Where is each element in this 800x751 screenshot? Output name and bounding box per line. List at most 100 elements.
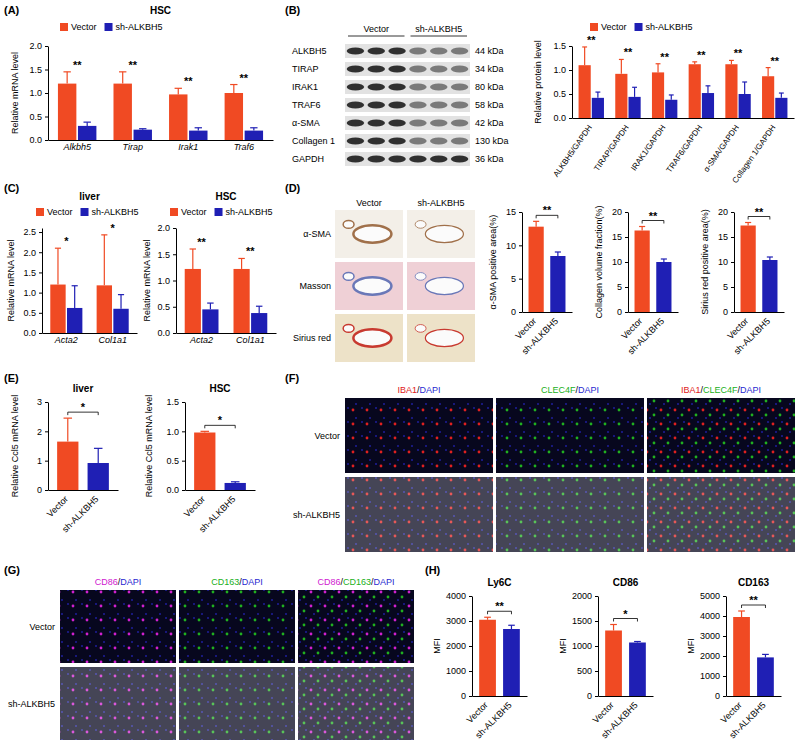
- y-tick: 4000: [700, 611, 726, 621]
- column-bracket: [411, 36, 468, 37]
- legend-swatch: [635, 23, 643, 31]
- blot-band: [347, 84, 365, 91]
- y-tick-label: 1.5: [157, 250, 170, 260]
- y-tick: 2.5: [23, 227, 42, 237]
- error-cap: [195, 127, 202, 128]
- error-bar: [238, 258, 244, 269]
- bar: [225, 93, 243, 140]
- blot-band: [451, 102, 469, 109]
- y-tick-label: 0: [587, 691, 592, 701]
- y-tick: 2000: [446, 641, 472, 651]
- error-bar: [72, 286, 78, 308]
- y-tick: 0.5: [29, 112, 48, 122]
- blot-strip: [345, 62, 470, 76]
- error-line: [259, 306, 260, 313]
- blot-band: [451, 84, 469, 91]
- x-tick: Alkbh5: [62, 140, 92, 152]
- significance: **: [734, 47, 743, 59]
- y-axis-title: Relative mRNA level: [10, 52, 20, 134]
- error-line: [233, 85, 234, 93]
- error-bar: [119, 72, 126, 84]
- error-bar: [256, 306, 262, 313]
- fluorescence-image: [179, 590, 295, 663]
- error-cap: [250, 127, 257, 128]
- significance: *: [111, 222, 116, 234]
- column-label: sh-ALKBH5: [417, 198, 464, 208]
- y-tick: 5000: [700, 591, 726, 601]
- blot-band: [347, 120, 365, 127]
- blot-band: [409, 138, 427, 145]
- x-tick-label: sh-ALKBH5: [732, 316, 772, 356]
- error-bar: [692, 62, 697, 64]
- y-tick-label: 3: [37, 397, 42, 407]
- y-tick: 0.0: [157, 328, 176, 338]
- y-tick-label: 1000: [446, 666, 466, 676]
- x-tick: ALKBH5/GAPDH: [551, 118, 594, 179]
- legend-swatch: [590, 23, 598, 31]
- blot-band: [451, 66, 469, 73]
- bar: [57, 442, 78, 490]
- y-tick-mark: [182, 461, 185, 462]
- error-cap: [779, 92, 784, 93]
- vessel: [415, 273, 426, 281]
- y-tick: 2.0: [157, 223, 176, 233]
- error-line: [657, 64, 658, 73]
- legend-swatch: [105, 23, 113, 31]
- error-cap: [207, 302, 213, 303]
- y-tick-label: 0.5: [23, 308, 36, 318]
- panel-label: (A): [4, 4, 20, 16]
- bar: [113, 309, 128, 333]
- y-axis-title: MFI: [686, 638, 696, 654]
- row-label: sh-ALKBH5: [8, 699, 55, 709]
- x-tick-label: Acta2: [54, 335, 78, 345]
- bar: [635, 231, 650, 313]
- chart-title: Ly6C: [487, 577, 511, 588]
- marks: [58, 72, 263, 140]
- blot-band: [409, 120, 427, 127]
- y-tick: 1.5: [29, 65, 48, 75]
- error-cap: [738, 610, 745, 611]
- size-label: 58 kDa: [475, 100, 504, 110]
- y-tick-label: 1000: [572, 641, 592, 651]
- error-cap: [175, 88, 182, 89]
- error-line: [210, 303, 211, 309]
- column-label: CD86/DAPI: [95, 577, 142, 587]
- column-label: CD163/DAPI: [211, 577, 263, 587]
- y-axis-line: [472, 597, 473, 697]
- y-tick-label: 4000: [700, 611, 720, 621]
- error-cap: [63, 71, 70, 72]
- significance: *: [64, 235, 69, 247]
- y-tick: 5: [723, 282, 734, 292]
- y-tick-label: 5: [617, 282, 622, 292]
- y-tick-label: 1500: [572, 616, 592, 626]
- panel-label: (C): [4, 182, 20, 194]
- blot-band: [430, 84, 448, 91]
- chart-title: HSC: [150, 5, 171, 16]
- micrograph: [335, 314, 403, 362]
- bar: [169, 94, 187, 140]
- blot-band: [388, 66, 406, 73]
- legend-swatch: [81, 208, 89, 216]
- error-line: [120, 295, 121, 309]
- significance: **: [543, 204, 552, 216]
- y-axis-line: [185, 403, 186, 491]
- marks: [185, 249, 268, 333]
- blot-band: [430, 138, 448, 145]
- y-tick: 0.5: [553, 89, 572, 99]
- y-axis: 010002000300040005000: [700, 591, 727, 701]
- blot-band: [347, 48, 365, 55]
- blot-band: [368, 48, 386, 55]
- error-line: [613, 625, 614, 631]
- error-bar: [767, 257, 773, 260]
- y-tick: 10: [718, 257, 734, 267]
- error-bar: [231, 482, 240, 483]
- y-tick-label: 0.0: [553, 113, 566, 123]
- fluorescence-image: [496, 398, 644, 473]
- chart: 0.00.51.01.5Vectorsh-ALKBH5*HSCRelative …: [144, 383, 256, 534]
- error-line: [621, 59, 622, 73]
- blot-band: [430, 102, 448, 109]
- y-tick-mark: [625, 312, 628, 313]
- column-label: IBA1/DAPI: [397, 385, 440, 395]
- bar: [202, 309, 218, 333]
- micrograph: [335, 262, 403, 310]
